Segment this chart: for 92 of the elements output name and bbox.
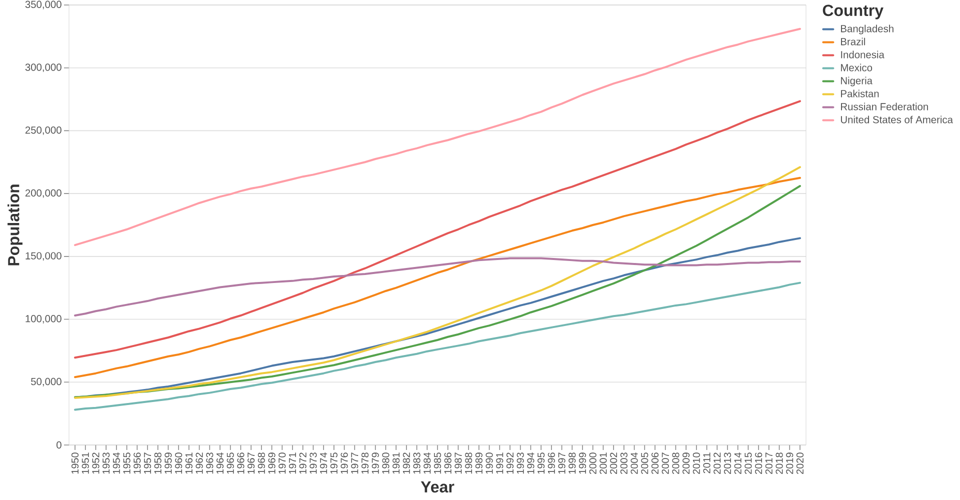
x-tick-label: 1999	[578, 452, 586, 474]
x-tick-label: 1958	[154, 452, 162, 474]
x-tick-label: 1953	[102, 452, 110, 474]
x-tick-label: 1992	[506, 452, 514, 474]
x-tick-label: 2007	[662, 452, 669, 474]
x-tick-label: 2011	[703, 452, 710, 474]
x-tick-label: 2008	[672, 452, 680, 474]
x-tick-label: 2019	[786, 452, 794, 474]
legend-label: Nigeria	[841, 76, 872, 86]
x-tick-label: 2014	[734, 452, 742, 474]
y-tick-label: 100,000	[26, 315, 62, 324]
x-tick-label: 1973	[310, 452, 317, 474]
x-tick-label: 2006	[651, 452, 659, 474]
x-tick-label: 1977	[351, 452, 358, 474]
x-tick-label: 2004	[630, 452, 638, 474]
y-tick-label: 300,000	[25, 64, 62, 72]
x-tick-label: 1963	[206, 452, 214, 474]
x-tick-label: 1998	[568, 452, 576, 474]
x-tick-label: 1970	[278, 452, 286, 474]
legend-label: Brazil	[841, 38, 866, 46]
x-tick-label: 2018	[776, 452, 783, 474]
x-tick-label: 1994	[527, 452, 534, 474]
x-tick-label: 1967	[248, 452, 255, 474]
x-tick-label: 1968	[258, 452, 265, 474]
x-tick-label: 1965	[226, 452, 234, 474]
x-tick-label: 1966	[237, 452, 244, 474]
x-tick-label: 1984	[424, 452, 431, 474]
x-tick-label: 1990	[486, 452, 493, 474]
x-tick-label: 1996	[548, 452, 555, 474]
x-tick-label: 2000	[589, 452, 596, 474]
x-tick-label: 1978	[361, 452, 369, 474]
x-tick-label: 1985	[434, 452, 442, 474]
x-tick-label: 1961	[185, 452, 192, 474]
x-tick-label: 1971	[288, 452, 296, 474]
y-tick-label: 200,000	[25, 189, 62, 198]
x-tick-label: 1976	[340, 452, 348, 474]
y-tick-label: 150,000	[26, 252, 62, 261]
x-tick-label: 1995	[538, 452, 545, 474]
x-tick-label: 1980	[382, 452, 390, 474]
y-tick-label: 50,000	[31, 378, 62, 386]
x-tick-label: 1950	[71, 452, 79, 474]
x-tick-label: 1989	[475, 452, 482, 474]
legend-title: Country	[822, 4, 884, 20]
x-tick-label: 1981	[392, 452, 400, 474]
x-tick-label: 1983	[413, 452, 420, 474]
x-tick-label: 1974	[320, 452, 328, 474]
x-tick-label: 1952	[92, 452, 100, 474]
legend-label: Russian Federation	[841, 102, 928, 110]
legend-label: Pakistan	[841, 90, 879, 98]
x-tick-label: 1982	[402, 452, 410, 474]
x-tick-label: 1957	[144, 452, 152, 474]
x-tick-label: 1986	[444, 452, 452, 474]
x-tick-label: 2005	[641, 452, 648, 474]
x-tick-label: 1991	[496, 452, 504, 474]
x-tick-label: 1951	[82, 452, 89, 474]
x-tick-label: 2001	[600, 452, 607, 474]
x-tick-label: 1954	[112, 452, 120, 474]
x-tick-label: 1975	[330, 452, 338, 474]
line-series	[74, 282, 801, 411]
x-tick-label: 1955	[123, 452, 130, 474]
x-tick-label: 1962	[196, 452, 203, 474]
x-tick-label: 1960	[175, 452, 182, 474]
x-tick-label: 1987	[454, 452, 462, 474]
x-tick-label: 1988	[465, 452, 472, 474]
y-tick-label: 350,000	[25, 0, 62, 10]
y-tick-label: 0	[56, 441, 62, 449]
legend-label: Bangladesh	[841, 24, 894, 34]
x-tick-label: 2015	[744, 452, 752, 474]
x-tick-label: 1993	[516, 452, 524, 474]
x-tick-label: 2017	[765, 452, 772, 474]
x-tick-label: 1979	[372, 452, 379, 474]
x-tick-label: 1972	[299, 452, 306, 474]
y-tick-label: 250,000	[25, 126, 62, 135]
x-tick-label: 2003	[620, 452, 628, 474]
x-tick-label: 2009	[682, 452, 690, 474]
legend-label: Mexico	[841, 64, 872, 72]
legend-label: Indonesia	[841, 50, 884, 58]
x-tick-label: 2012	[714, 452, 721, 474]
x-tick-label: 2020	[796, 452, 804, 474]
x-tick-label: 1969	[268, 452, 276, 474]
legend-label: United States of America	[840, 116, 953, 124]
x-tick-label: 2010	[692, 452, 700, 474]
x-axis-title: Year	[420, 481, 454, 493]
x-tick-label: 1959	[164, 452, 172, 474]
y-axis-title: Population	[8, 184, 22, 266]
x-tick-label: 1956	[134, 452, 141, 474]
x-tick-label: 2016	[755, 452, 762, 474]
x-tick-label: 1997	[558, 452, 566, 474]
x-tick-label: 1964	[216, 452, 224, 474]
x-tick-label: 2013	[724, 452, 732, 474]
line-series	[74, 28, 801, 246]
x-tick-label: 2002	[610, 452, 618, 474]
